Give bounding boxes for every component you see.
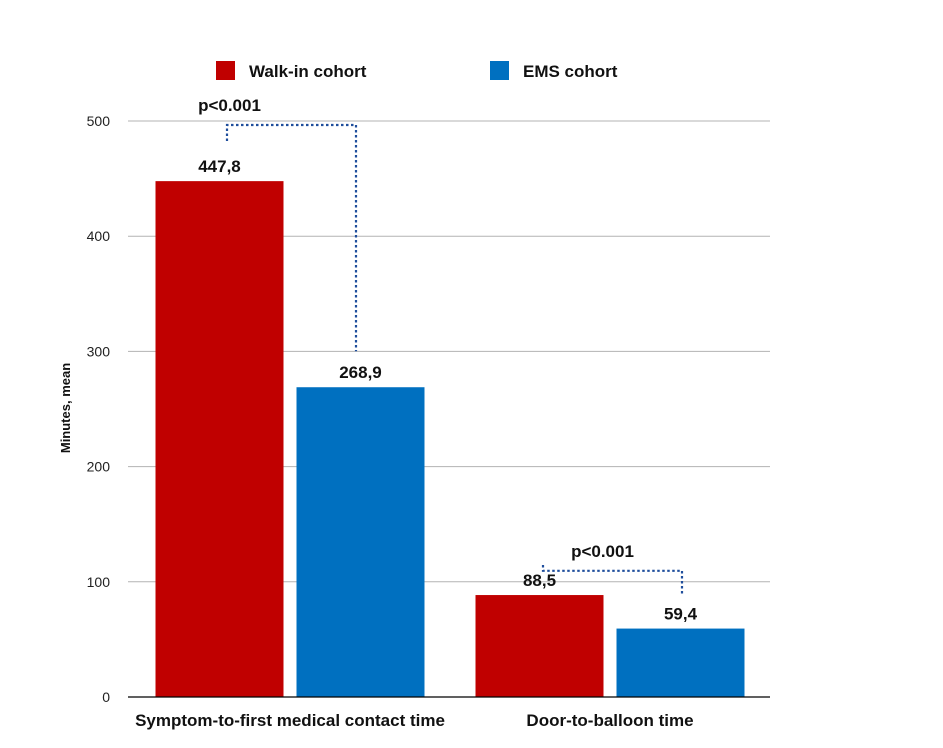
x-category-label: Symptom-to-first medical contact time	[135, 711, 445, 730]
data-label: 447,8	[198, 157, 241, 176]
bar-0-0	[155, 181, 284, 697]
axes: 0 100 200 300 400 500 Symptom-to-first medical…	[87, 113, 770, 730]
bars: 447,8 268,9 88,5 59,4	[155, 157, 745, 697]
data-label: 88,5	[523, 571, 556, 590]
y-tick-label: 500	[87, 113, 111, 129]
annotations: p<0.001 p<0.001	[198, 96, 684, 596]
legend-label: Walk-in cohort	[249, 62, 367, 81]
p-value-label: p<0.001	[571, 542, 634, 561]
y-tick-label: 0	[102, 689, 110, 705]
y-tick-label: 100	[87, 574, 111, 590]
legend-swatch	[216, 61, 235, 80]
bar-0-1	[296, 387, 425, 697]
legend-swatch	[490, 61, 509, 80]
y-tick-label: 400	[87, 228, 111, 244]
significance-bracket	[225, 123, 358, 352]
data-label: 268,9	[339, 363, 382, 382]
legend-label: EMS cohort	[523, 62, 618, 81]
legend: Walk-in cohort EMS cohort	[216, 61, 618, 81]
y-tick-label: 300	[87, 343, 111, 359]
data-label: 59,4	[664, 605, 698, 624]
y-axis-title: Minutes, mean	[58, 363, 73, 453]
p-value-label: p<0.001	[198, 96, 261, 115]
y-tick-label: 200	[87, 459, 111, 475]
significance-bracket	[541, 565, 684, 596]
bar-1-1	[616, 628, 745, 697]
x-category-label: Door-to-balloon time	[526, 711, 693, 730]
bar-1-0	[475, 595, 604, 697]
